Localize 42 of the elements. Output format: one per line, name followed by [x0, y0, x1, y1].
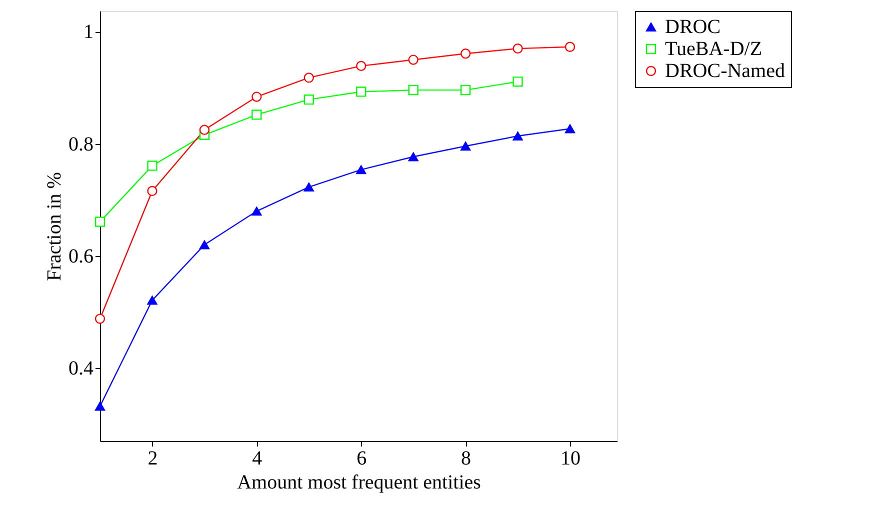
y-axis-title: Fraction in %	[44, 172, 66, 281]
point	[356, 165, 366, 174]
x-axis-title: Amount most frequent entities	[237, 472, 482, 494]
point	[408, 152, 418, 162]
point	[408, 84, 418, 96]
point	[512, 132, 523, 140]
x-tick-label: 8	[461, 448, 472, 470]
y-tick-label: 0.4	[68, 358, 94, 380]
x-tick-label: 4	[252, 448, 262, 470]
point	[252, 110, 262, 120]
point	[304, 72, 314, 83]
x-tick-label: 2	[148, 448, 158, 470]
point	[564, 124, 576, 134]
point	[199, 240, 210, 250]
point	[147, 160, 158, 171]
legend-label: DROC-Named	[665, 60, 785, 82]
y-tick-label: 0.6	[68, 245, 94, 268]
point	[199, 124, 210, 135]
point	[252, 92, 262, 102]
y-tick-label: 1	[84, 21, 94, 44]
point	[94, 216, 106, 227]
point	[94, 402, 106, 411]
point	[408, 54, 418, 65]
point	[147, 186, 158, 196]
point	[356, 86, 366, 97]
point	[460, 142, 471, 151]
point	[460, 48, 471, 59]
legend-label: TueBA-D/Z	[665, 38, 762, 60]
point	[147, 296, 158, 305]
x-tick-label: 6	[356, 448, 367, 470]
point	[94, 314, 106, 324]
point	[356, 60, 366, 72]
legend-label: DROC	[665, 16, 721, 38]
point	[460, 84, 471, 96]
point	[564, 42, 576, 52]
x-tick-label: 10	[560, 448, 580, 470]
point	[512, 76, 523, 87]
point	[304, 94, 314, 105]
point	[252, 206, 262, 216]
point	[304, 182, 314, 192]
y-tick-label: 0.8	[68, 133, 94, 156]
point	[512, 44, 523, 54]
